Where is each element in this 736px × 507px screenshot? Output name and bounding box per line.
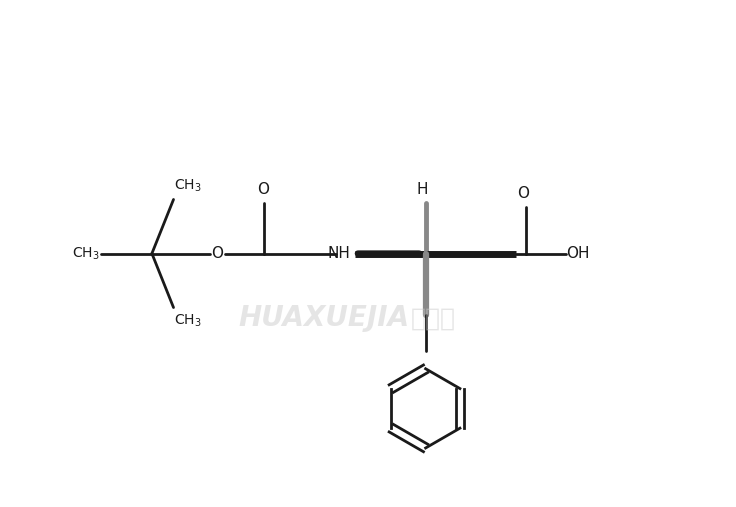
Text: CH$_3$: CH$_3$ — [174, 178, 201, 194]
Text: O: O — [517, 186, 529, 201]
Text: H: H — [417, 183, 428, 197]
Text: HUAXUEJIA: HUAXUEJIA — [238, 304, 409, 332]
Text: 化学加: 化学加 — [411, 306, 456, 331]
Text: O: O — [258, 183, 269, 197]
Text: O: O — [211, 246, 223, 261]
Text: CH$_3$: CH$_3$ — [72, 245, 100, 262]
Text: CH$_3$: CH$_3$ — [174, 313, 201, 329]
Text: NH: NH — [328, 246, 350, 261]
Text: OH: OH — [566, 246, 590, 261]
